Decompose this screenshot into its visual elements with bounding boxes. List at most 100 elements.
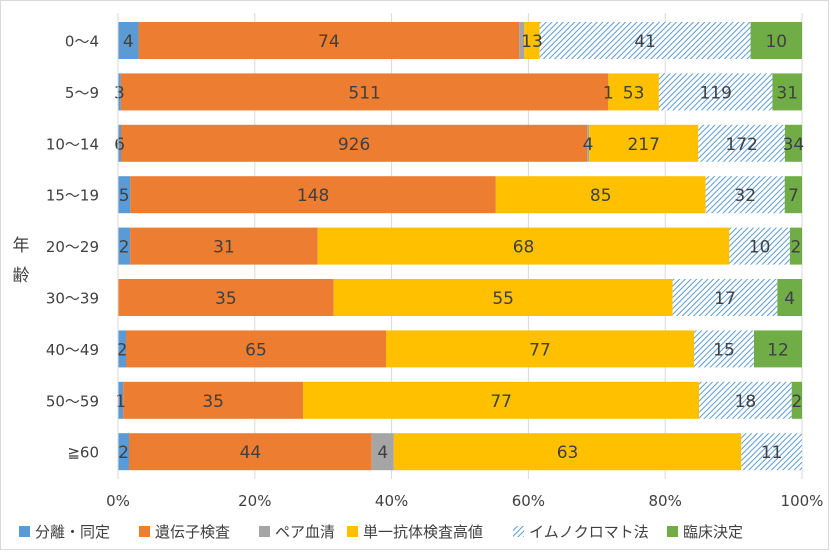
bar-segment xyxy=(589,124,699,162)
bar-segment xyxy=(784,124,802,162)
data-label: 68 xyxy=(513,238,535,258)
bar-segment xyxy=(750,22,802,59)
category-label: 10～14 xyxy=(46,135,99,153)
data-label: 2 xyxy=(117,340,128,360)
data-label: 77 xyxy=(490,392,512,412)
bar-segment xyxy=(118,176,131,214)
bar-segment xyxy=(519,22,525,59)
legend-label: 遺伝子検査 xyxy=(155,523,230,541)
data-label: 3 xyxy=(114,83,125,103)
data-label: 74 xyxy=(318,32,340,52)
data-label: 77 xyxy=(529,340,551,360)
data-label: 17 xyxy=(714,289,736,309)
category-label: 5～9 xyxy=(65,84,99,102)
data-label: 2 xyxy=(791,238,802,258)
bar-segment xyxy=(539,22,751,59)
data-label: 55 xyxy=(492,289,514,309)
bar-segment xyxy=(495,176,706,214)
axes: 0% 20% 40% 60% 80% 100% 0～4 5～9 10～14 15～19 20～29 3… xyxy=(13,13,824,510)
bar-segment xyxy=(658,73,773,111)
legend-swatch xyxy=(259,526,270,537)
bar-segment xyxy=(118,330,126,368)
legend-label: 単一抗体検査高値 xyxy=(363,523,483,541)
bar-segment xyxy=(118,381,124,419)
data-label: 4 xyxy=(784,289,795,309)
bar-segment xyxy=(120,73,609,111)
bar-segment xyxy=(138,22,520,59)
data-label: 35 xyxy=(202,392,224,412)
bar-segment xyxy=(118,433,130,471)
data-label: 31 xyxy=(776,83,798,103)
data-label: 13 xyxy=(521,32,543,52)
data-label: 41 xyxy=(634,32,656,52)
x-tick-label: 100% xyxy=(781,492,824,510)
bar-segment xyxy=(524,22,540,59)
legend-swatch xyxy=(19,526,30,537)
data-label: 4 xyxy=(123,32,134,52)
data-label: 85 xyxy=(590,186,612,206)
bar-segment xyxy=(699,381,792,419)
legend-swatch xyxy=(667,526,678,537)
bar-segment xyxy=(118,279,334,316)
bar-segment xyxy=(705,176,785,214)
category-label: 30～39 xyxy=(46,290,99,308)
legend: 分離・同定 遺伝子検査 ペア血清 単一抗体検査高値 イムノクロマト法 臨床決定 xyxy=(19,523,743,541)
data-label: 53 xyxy=(623,83,645,103)
data-label: 31 xyxy=(213,238,235,258)
bars xyxy=(118,22,802,471)
category-label: 15～19 xyxy=(46,187,99,205)
category-label: ≧60 xyxy=(67,444,99,462)
data-label: 2 xyxy=(791,392,802,412)
bar-segment xyxy=(118,124,122,162)
bar-segment xyxy=(777,279,802,316)
legend-label: 臨床決定 xyxy=(683,523,743,541)
bar-segment xyxy=(371,433,394,471)
category-label: 50～59 xyxy=(46,392,99,410)
x-tick-label: 60% xyxy=(512,492,545,510)
bar-segment xyxy=(121,124,588,162)
data-label: 926 xyxy=(338,135,370,155)
data-label: 4 xyxy=(583,135,594,155)
data-label: 18 xyxy=(735,392,757,412)
data-label: 119 xyxy=(699,83,731,103)
data-labels: 4 74 13 41 103 511 1 53 119 316 926 4 217 172 345 148 85… xyxy=(114,32,804,463)
x-tick-label: 80% xyxy=(649,492,682,510)
data-label: 2 xyxy=(118,443,129,463)
bar-segment xyxy=(587,124,590,162)
data-label: 172 xyxy=(725,135,757,155)
bar-segment xyxy=(754,330,802,368)
bar-segment xyxy=(694,330,754,368)
data-label: 32 xyxy=(734,186,756,206)
bar-segment xyxy=(698,124,785,162)
y-axis-title-char: 年 xyxy=(13,236,30,256)
data-label: 1 xyxy=(603,83,614,103)
y-axis-title-char: 齢 xyxy=(13,266,30,286)
data-label: 7 xyxy=(788,186,799,206)
legend-label: ペア血清 xyxy=(275,523,335,541)
data-label: 2 xyxy=(119,238,130,258)
data-label: 10 xyxy=(749,238,771,258)
bar-segment xyxy=(789,227,802,265)
category-label: 0～4 xyxy=(65,33,99,51)
bar-segment xyxy=(118,227,131,265)
data-label: 44 xyxy=(240,443,262,463)
bar-segment xyxy=(772,73,802,111)
bar-segment xyxy=(741,433,802,471)
bar-segment xyxy=(317,227,730,265)
bar-segment xyxy=(386,330,694,368)
category-label: 40～49 xyxy=(46,341,99,359)
bar-segment xyxy=(608,73,659,111)
legend-swatch xyxy=(347,526,358,537)
legend-label: 分離・同定 xyxy=(35,523,110,541)
bar-segment xyxy=(130,227,318,265)
bar-segment xyxy=(672,279,778,316)
bar-segment xyxy=(123,381,304,419)
bar-segment xyxy=(126,330,386,368)
category-label: 20～29 xyxy=(46,238,99,256)
x-tick-label: 40% xyxy=(375,492,408,510)
bar-segment xyxy=(791,381,802,419)
bar-segment xyxy=(303,381,700,419)
data-label: 4 xyxy=(377,443,388,463)
bar-segment xyxy=(130,176,496,214)
